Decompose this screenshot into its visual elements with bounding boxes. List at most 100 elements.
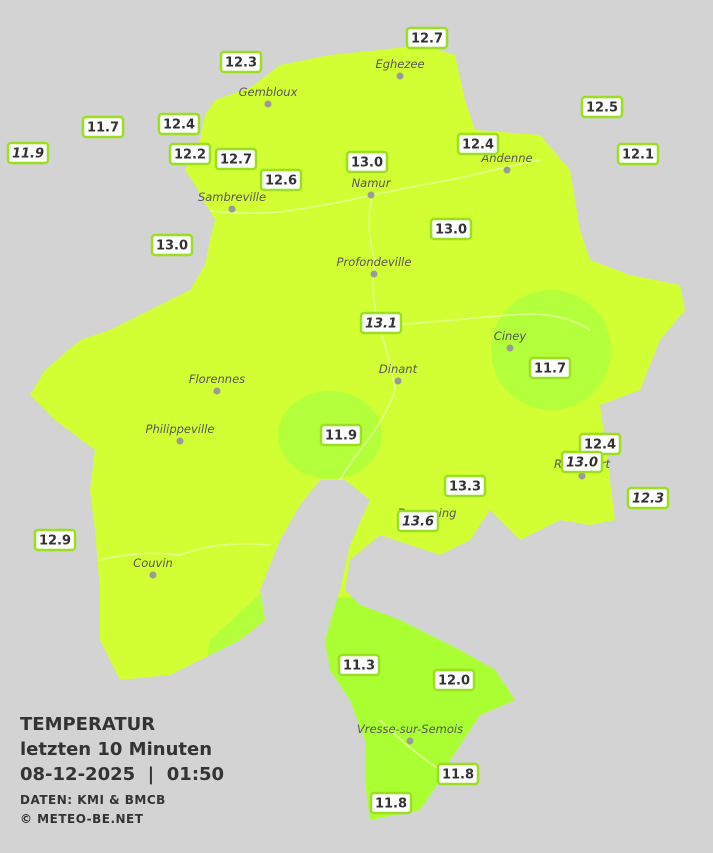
station-value: 12.4 [462, 138, 494, 153]
station: 13.0 [429, 217, 473, 241]
station-value: 12.1 [622, 148, 654, 163]
city-dot [367, 191, 375, 199]
station-box [616, 142, 660, 166]
city-dot [578, 472, 586, 480]
city-label: Vresse-sur-Semois [357, 722, 463, 736]
station-value: 12.3 [225, 56, 257, 71]
city-dot [396, 72, 404, 80]
station-box [405, 26, 449, 50]
river [339, 194, 396, 481]
city-dot [176, 437, 184, 445]
station: 12.0 [432, 668, 476, 692]
station-box [359, 311, 403, 335]
station: 13.0 [345, 150, 389, 174]
station: 13.0 [150, 233, 194, 257]
city-dot [370, 270, 378, 278]
city-dot [264, 100, 272, 108]
station-box [33, 528, 77, 552]
copyright: © METEO-BE.NET [20, 812, 144, 826]
city-label: Namur [352, 176, 392, 190]
station-value: 11.8 [375, 797, 407, 812]
station-value: 13.0 [156, 239, 188, 254]
city-dot [406, 737, 414, 745]
station: 12.5 [580, 95, 624, 119]
station: 11.7 [528, 356, 572, 380]
river [99, 543, 271, 561]
station-box [528, 356, 572, 380]
station-box [626, 486, 670, 510]
station-value: 12.2 [174, 148, 206, 163]
station-box [150, 233, 194, 257]
station-value: 12.9 [39, 534, 71, 549]
city-dot [394, 377, 402, 385]
city-label: Couvin [133, 556, 173, 570]
stations: 12.7 12.3 12.5 11.7 12.4 11.9 12.2 12.7 12.4 12.1… [6, 26, 670, 815]
station-box [337, 653, 381, 677]
datetime: 08-12-2025 | 01:50 [20, 764, 224, 785]
station: 11.3 [337, 653, 381, 677]
station-box [345, 150, 389, 174]
station-value: 13.0 [351, 156, 383, 171]
station-value: 11.8 [442, 768, 474, 783]
station: 12.7 [405, 26, 449, 50]
station: 12.9 [33, 528, 77, 552]
station-value: 13.3 [449, 480, 481, 495]
station: 13.6 [396, 509, 440, 533]
station-value: 12.4 [584, 438, 616, 453]
station: 12.2 [168, 142, 212, 166]
station: 12.4 [157, 112, 201, 136]
station-value: 11.7 [87, 121, 119, 136]
city-label: Florennes [189, 372, 245, 386]
station-value: 12.7 [411, 32, 443, 47]
station: 12.7 [214, 147, 258, 171]
station-box [443, 474, 487, 498]
city-label: Profondeville [337, 255, 412, 269]
station-box [429, 217, 473, 241]
station-box [81, 115, 125, 139]
station-value: 12.0 [438, 674, 470, 689]
station: 12.1 [616, 142, 660, 166]
city-dot [503, 166, 511, 174]
station-box [432, 668, 476, 692]
subtitle: letzten 10 Minuten [20, 739, 212, 760]
station: 11.7 [81, 115, 125, 139]
station-value: 11.9 [12, 147, 44, 162]
station: 11.8 [369, 791, 413, 815]
station: 13.0 [560, 450, 604, 474]
source: DATEN: KMI & BMCB [20, 793, 166, 807]
station-value: 13.0 [566, 456, 598, 471]
station-box [436, 762, 480, 786]
station-value: 13.1 [365, 317, 397, 332]
city-label: Eghezee [375, 57, 424, 71]
station-box [168, 142, 212, 166]
station: 12.4 [456, 132, 500, 156]
station-box [219, 50, 263, 74]
station: 12.3 [219, 50, 263, 74]
station-value: 12.7 [220, 153, 252, 168]
station-value: 12.4 [163, 118, 195, 133]
city-label: Sambreville [198, 190, 266, 204]
station: 11.8 [436, 762, 480, 786]
station-value: 12.5 [586, 101, 618, 116]
station: 11.9 [6, 141, 50, 165]
station-box [259, 168, 303, 192]
station-value: 13.6 [402, 515, 434, 530]
station-box [6, 141, 50, 165]
city-label: Gembloux [239, 85, 298, 99]
station-value: 11.9 [325, 429, 357, 444]
city-label: Ciney [494, 329, 527, 343]
station-box [396, 509, 440, 533]
station: 13.1 [359, 311, 403, 335]
station-value: 12.6 [265, 174, 297, 189]
station: 13.3 [443, 474, 487, 498]
city-label: Dinant [379, 362, 418, 376]
river [394, 313, 591, 331]
station-value: 13.0 [435, 223, 467, 238]
station: 11.9 [319, 423, 363, 447]
legend-block: TEMPERATUR letzten 10 Minuten 08-12-2025… [20, 714, 224, 826]
city-dot [213, 387, 221, 395]
station: 12.6 [259, 168, 303, 192]
station-box [214, 147, 258, 171]
